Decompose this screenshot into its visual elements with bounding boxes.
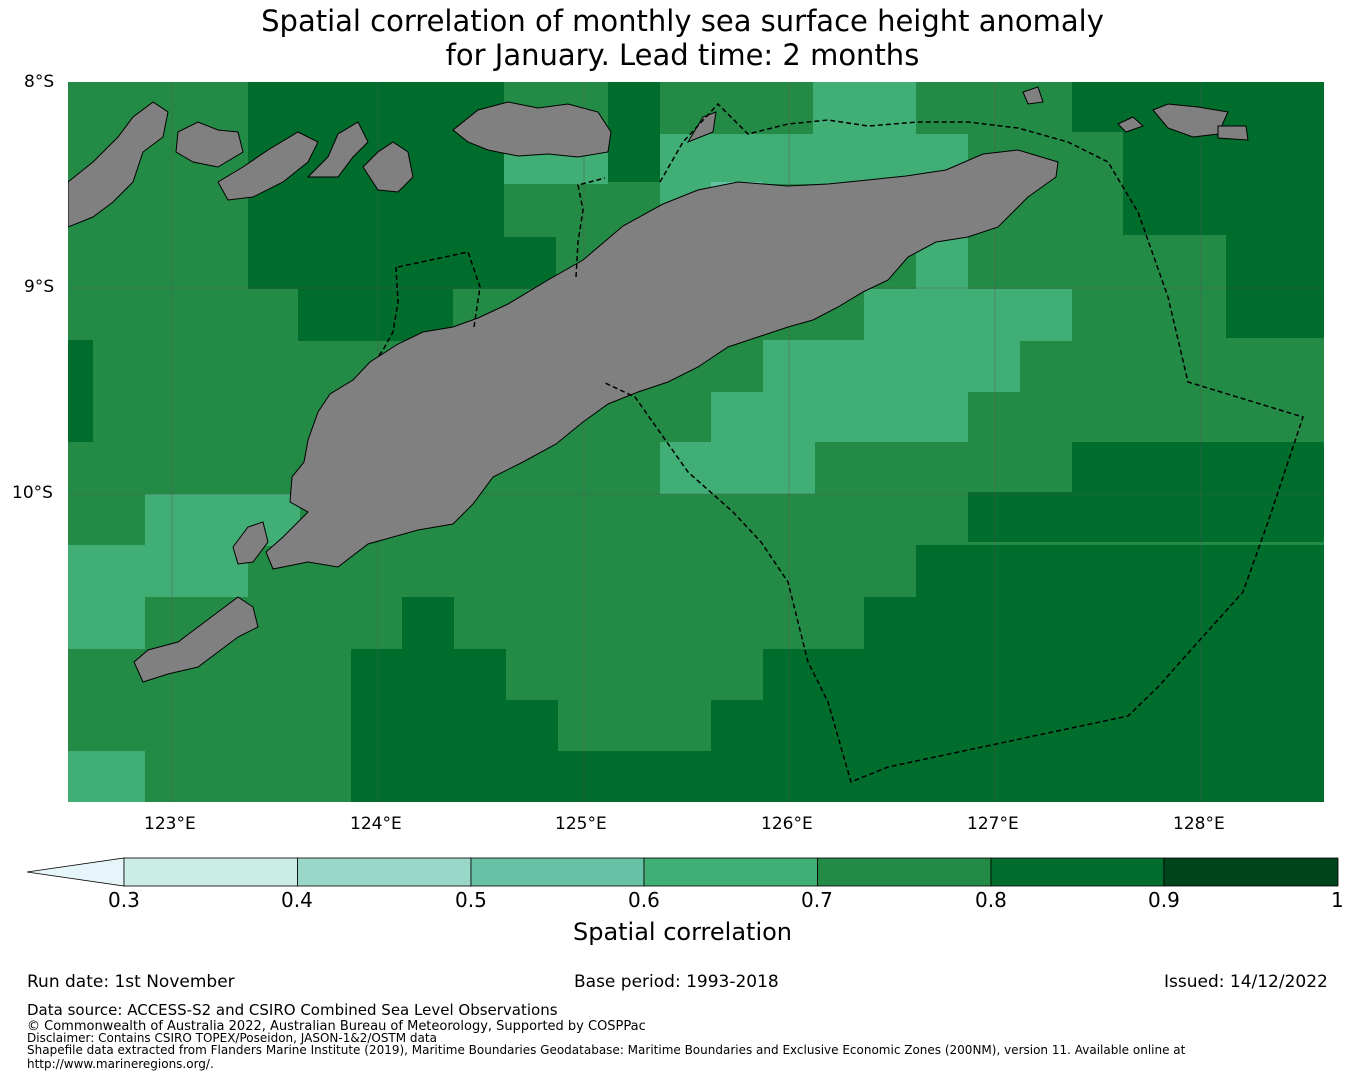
small-island-north (1022, 86, 1044, 105)
cell-low (68, 751, 145, 802)
eez-boundary-oecusse (377, 266, 399, 358)
colorbar-bin-0-5 (470, 857, 645, 887)
colorbar-tick-0-5: 0.5 (455, 888, 487, 912)
colorbar-bin-0-8 (990, 857, 1165, 887)
cell-high (351, 751, 1324, 802)
cell-high (864, 597, 1324, 649)
lon-label-123e: 123°E (144, 814, 196, 834)
flores-island (68, 101, 169, 228)
cell-high (711, 700, 1324, 751)
map-title: Spatial correlation of monthly sea surfa… (0, 4, 1365, 72)
colorbar-tick-0-3: 0.3 (108, 888, 140, 912)
wetar-east-island (1152, 103, 1229, 138)
colorbar (26, 857, 1339, 887)
cell-low (145, 494, 300, 546)
cell-high (1123, 132, 1324, 235)
cell-high (916, 545, 1324, 597)
shapefile-credit: Shapefile data extracted from Flanders M… (27, 1043, 1186, 1057)
pantar-island (306, 121, 369, 178)
lat-label-10s: 10°S (12, 483, 53, 503)
lon-label-128e: 128°E (1173, 814, 1225, 834)
cell-high (763, 649, 1324, 700)
colorbar-bin-0-3 (123, 857, 298, 887)
issued-date: Issued: 14/12/2022 (1164, 972, 1328, 992)
colorbar-extend-arrow (26, 857, 125, 887)
colorbar-label: Spatial correlation (572, 918, 793, 946)
lat-label-8s: 8°S (24, 72, 55, 92)
cell-low (864, 289, 1072, 341)
colorbar-bin-0-7 (817, 857, 992, 887)
colorbar-bin-0-4 (297, 857, 472, 887)
high-correlation-cells (68, 82, 1324, 802)
cell-low (68, 545, 248, 597)
cell-low (763, 340, 1020, 392)
alor-wetar-island (452, 101, 612, 158)
cell-high (402, 597, 454, 649)
lembata-island (217, 131, 319, 201)
rote-island (133, 596, 259, 683)
lon-label-127e: 127°E (967, 814, 1019, 834)
cell-high (351, 700, 558, 751)
correlation-map (68, 82, 1324, 802)
semau-island (232, 521, 269, 565)
timor-island (265, 149, 1059, 570)
cell-high (1072, 442, 1324, 492)
base-period: Base period: 1993-2018 (574, 972, 779, 992)
cell-low (68, 597, 145, 649)
colorbar-tick-1: 1 (1331, 888, 1344, 912)
colorbar-tick-0-9: 0.9 (1148, 888, 1180, 912)
run-date: Run date: 1st November (27, 972, 235, 992)
adonara-island (362, 141, 414, 193)
eez-boundary-oecusse-loop (397, 251, 481, 328)
eez-boundary-main (602, 102, 1304, 784)
eez-boundary-inner (575, 177, 606, 278)
cell-low (660, 442, 815, 494)
source-url: http://www.marineregions.org/. (27, 1057, 214, 1071)
colorbar-tick-0-4: 0.4 (281, 888, 313, 912)
colorbar-bin-0-9 (1163, 857, 1339, 887)
lon-label-124e: 124°E (350, 814, 402, 834)
lon-label-126e: 126°E (761, 814, 813, 834)
small-island-east (1217, 125, 1249, 141)
land (68, 86, 1249, 683)
cell-high (351, 649, 506, 700)
copyright: © Commonwealth of Australia 2022, Austra… (27, 1019, 646, 1034)
lat-label-9s: 9°S (24, 277, 55, 297)
colorbar-tick-0-6: 0.6 (628, 888, 660, 912)
colorbar-bin-0-6 (643, 857, 818, 887)
title-line-2: for January. Lead time: 2 months (445, 38, 920, 72)
cell-high (248, 237, 556, 289)
cell-high (1226, 235, 1324, 338)
solor-island (175, 121, 244, 168)
lon-label-125e: 125°E (555, 814, 607, 834)
data-source: Data source: ACCESS-S2 and CSIRO Combine… (27, 1001, 558, 1019)
colorbar-tick-0-7: 0.7 (801, 888, 833, 912)
cell-high (608, 82, 660, 182)
colorbar-tick-0-8: 0.8 (975, 888, 1007, 912)
title-line-1: Spatial correlation of monthly sea surfa… (261, 4, 1104, 38)
cell-high (68, 340, 93, 442)
cell-low (711, 392, 968, 442)
disclaimer: Disclaimer: Contains CSIRO TOPEX/Poseido… (27, 1031, 437, 1045)
cell-high (968, 492, 1324, 542)
romang-island (1117, 116, 1144, 133)
eez-boundary (377, 102, 1304, 784)
